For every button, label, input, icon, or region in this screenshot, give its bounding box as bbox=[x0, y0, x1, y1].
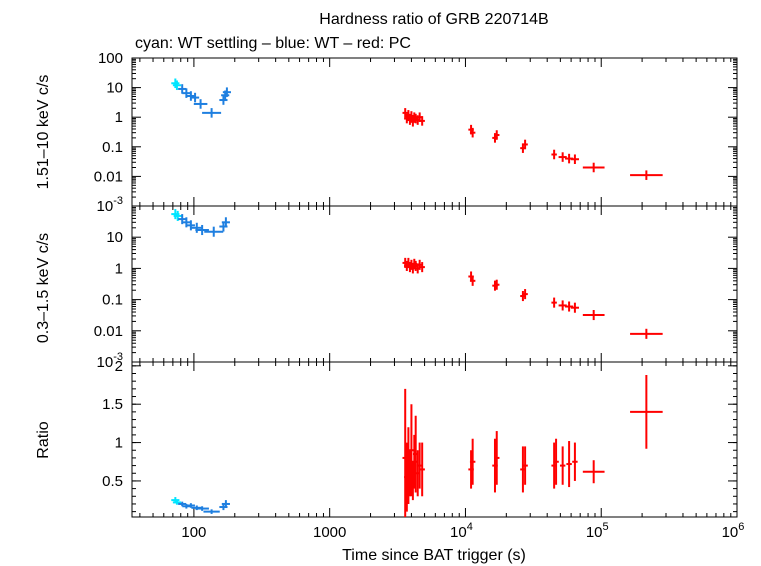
data-point bbox=[630, 170, 663, 180]
plot-frame bbox=[131, 361, 738, 518]
y-tick-label: 1 bbox=[115, 260, 123, 277]
panel-ratio: 2 1.5 1 0.5 bbox=[102, 358, 738, 518]
data-point bbox=[408, 111, 415, 121]
data-point bbox=[582, 310, 605, 321]
data-point bbox=[559, 446, 566, 485]
data-point bbox=[566, 441, 572, 488]
data-point bbox=[191, 222, 203, 233]
data-point bbox=[582, 162, 605, 173]
data-point bbox=[630, 375, 663, 449]
data-point bbox=[570, 302, 579, 313]
data-point bbox=[178, 501, 187, 507]
y-tick-label: 10-3 bbox=[97, 195, 123, 215]
panel-soft-band: 10 1 0.1 0.01 10-3 bbox=[94, 205, 738, 371]
x-tick-label: 105 bbox=[586, 521, 609, 541]
data-point bbox=[222, 87, 231, 97]
plot-frame bbox=[131, 57, 738, 207]
y-tick-label: 0.5 bbox=[102, 473, 123, 490]
data-point bbox=[630, 328, 663, 339]
y-tick-label: 10 bbox=[106, 80, 123, 97]
y-tick-label: 0.1 bbox=[102, 139, 123, 156]
chart-subtitle: cyan: WT settling – blue: WT – red: PC bbox=[135, 35, 411, 52]
y-tick-label: 0.01 bbox=[94, 323, 123, 340]
data-point bbox=[186, 91, 195, 101]
data-point bbox=[171, 78, 180, 89]
y-tick-label: 10 bbox=[106, 229, 123, 246]
data-point bbox=[522, 289, 528, 300]
data-point bbox=[186, 503, 195, 508]
data-point bbox=[494, 431, 500, 485]
data-point bbox=[190, 92, 200, 103]
data-point bbox=[419, 116, 425, 126]
data-point bbox=[203, 509, 220, 514]
y-tick-label: 0.1 bbox=[102, 292, 123, 309]
data-point bbox=[469, 438, 476, 485]
data-point bbox=[522, 139, 528, 150]
data-point bbox=[553, 438, 559, 485]
y-tick-label: 1 bbox=[115, 435, 123, 452]
x-axis-label: Time since BAT trigger (s) bbox=[342, 547, 526, 564]
data-point bbox=[172, 80, 182, 91]
data-point bbox=[558, 152, 567, 162]
y-tick-label: 1.5 bbox=[102, 396, 123, 413]
data-point bbox=[195, 506, 209, 511]
data-point bbox=[494, 130, 500, 140]
data-point bbox=[469, 127, 476, 138]
chart-title: Hardness ratio of GRB 220714B bbox=[319, 11, 548, 28]
y-tick-label: 2 bbox=[115, 358, 123, 375]
x-tick-label: 106 bbox=[722, 521, 745, 541]
data-point bbox=[419, 262, 425, 273]
y-axis-label-hard: 1.51–10 keV c/s bbox=[35, 75, 52, 190]
x-tick-label: 1000 bbox=[313, 524, 346, 541]
data-point bbox=[572, 442, 578, 481]
data-point bbox=[565, 301, 574, 312]
y-tick-label: 100 bbox=[98, 50, 123, 67]
y-tick-label: 0.01 bbox=[94, 168, 123, 185]
x-tick-label: 104 bbox=[450, 521, 473, 541]
data-point bbox=[469, 275, 476, 286]
y-axis-label-soft: 0.3–1.5 keV c/s bbox=[35, 233, 52, 343]
data-point bbox=[522, 446, 528, 485]
y-tick-label: 10-3 bbox=[97, 351, 123, 371]
data-point bbox=[182, 88, 191, 98]
data-point bbox=[204, 226, 224, 237]
data-point bbox=[558, 300, 567, 311]
data-point bbox=[570, 154, 579, 165]
panel-hard-band: 100 10 1 0.1 0.01 10-3 bbox=[94, 50, 738, 215]
x-tick-label: 100 bbox=[181, 524, 206, 541]
data-point bbox=[182, 217, 191, 228]
x-axis-ticks: 100 1000 104 105 106 bbox=[181, 521, 744, 541]
data-point bbox=[195, 224, 209, 236]
data-point bbox=[221, 217, 230, 228]
data-point bbox=[202, 108, 222, 118]
data-point bbox=[178, 84, 187, 94]
data-point bbox=[193, 99, 208, 109]
data-point bbox=[172, 500, 182, 505]
data-point bbox=[173, 210, 182, 221]
y-axis-label-ratio: Ratio bbox=[35, 421, 52, 458]
data-point bbox=[186, 220, 195, 231]
data-point bbox=[178, 214, 187, 225]
data-point bbox=[419, 442, 425, 497]
data-point bbox=[551, 149, 557, 160]
y-tick-label: 1 bbox=[115, 109, 123, 126]
data-point bbox=[582, 460, 605, 484]
data-point bbox=[221, 500, 230, 508]
data-point bbox=[551, 297, 557, 308]
data-point bbox=[494, 279, 500, 290]
data-point bbox=[405, 110, 412, 120]
data-point bbox=[402, 108, 408, 118]
